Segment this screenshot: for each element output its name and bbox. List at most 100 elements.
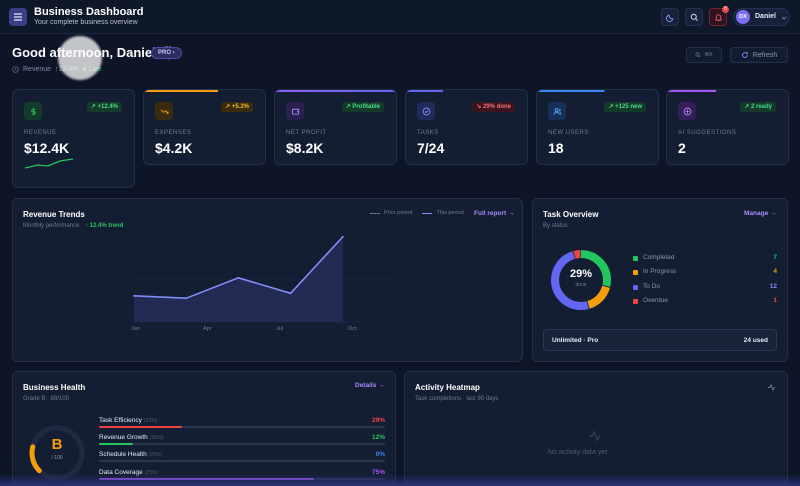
kpi-card-new-users[interactable]: ↗ +125 new NEW USERS 18 <box>536 89 659 165</box>
kpi-value: $4.2K <box>155 140 193 156</box>
details-link[interactable]: Details → <box>355 382 385 389</box>
legend-swatch-prior <box>370 212 380 214</box>
task-overview-title: Task Overview <box>543 210 599 219</box>
revenue-trend-value: ↑ 12.4% trend <box>85 223 124 229</box>
chart-grid <box>134 235 395 323</box>
status-count: 7 <box>773 254 777 261</box>
kpi-value: 18 <box>548 140 564 156</box>
metric-value: 29% <box>371 417 385 424</box>
donut-segment <box>551 250 611 310</box>
kpi-icon-box <box>286 102 304 120</box>
revenue-trends-title: Revenue Trends <box>23 210 85 219</box>
top-bar: Business Dashboard Your complete busines… <box>0 0 800 34</box>
metric-track <box>99 460 385 462</box>
search-icon <box>695 52 701 58</box>
app-title: Business Dashboard <box>34 6 144 18</box>
legend-prior: Prior period <box>384 210 413 216</box>
health-metric-name: Data Coverage (25%) <box>99 469 158 476</box>
metric-name: Schedule Health <box>99 451 147 458</box>
metric-value: 0% <box>375 451 385 458</box>
revenue-trends-subtitle-text: Monthly performance <box>23 223 80 229</box>
kpi-value: $12.4K <box>24 140 70 156</box>
status-name: To Do <box>643 283 660 290</box>
search-button[interactable] <box>685 8 703 26</box>
metric-name: Task Efficiency <box>99 417 142 424</box>
user-menu[interactable]: DX Daniel <box>733 8 790 26</box>
kpi-accent-bar <box>537 90 658 92</box>
health-score: / 100 <box>51 455 63 461</box>
revenue-trends-subtitle: Monthly performance ↑ 12.4% trend <box>23 223 123 229</box>
theme-toggle-button[interactable] <box>661 8 679 26</box>
plan-used: 24 used <box>743 337 768 344</box>
status-dot <box>633 256 638 261</box>
kpi-accent-bar <box>275 90 396 92</box>
donut-label: done <box>575 282 587 288</box>
status-name: Overdue <box>643 297 668 304</box>
search-icon <box>690 13 698 21</box>
chart-legend: Prior period This period <box>370 210 464 216</box>
command-search-button[interactable]: ⌘K <box>686 47 722 63</box>
refresh-button[interactable]: Refresh <box>730 47 788 63</box>
wallet-icon <box>291 108 299 115</box>
heatmap-empty-message: No activity data yet <box>548 449 608 456</box>
kpi-label: NET PROFIT <box>286 130 327 136</box>
kpi-value: 7/24 <box>417 140 445 156</box>
kpi-icon-box <box>24 102 42 120</box>
metric-name: Revenue Growth <box>99 434 148 441</box>
status-dot <box>633 285 638 290</box>
chart-point <box>133 294 135 297</box>
refresh-label: Refresh <box>752 51 778 59</box>
x-tick-label: Jan <box>131 326 140 332</box>
status-count: 4 <box>773 268 777 275</box>
donut-segment <box>551 250 611 310</box>
refresh-icon <box>741 52 748 58</box>
full-report-link[interactable]: Full report → <box>474 210 515 217</box>
check-circle-icon <box>422 107 430 115</box>
activity-pulse-icon <box>767 383 776 392</box>
kpi-accent-bar <box>144 90 265 92</box>
pro-badge-label: PRO <box>158 50 172 56</box>
plan-name: Unlimited · Pro <box>552 337 599 344</box>
chart-point <box>237 276 240 279</box>
kpi-accent-bar <box>406 90 527 92</box>
legend-swatch-this <box>422 212 433 214</box>
search-shortcut: ⌘K <box>704 52 713 58</box>
health-grade: B <box>51 436 63 453</box>
metric-track <box>99 426 385 428</box>
kpi-change: ↗ 2 ready <box>740 102 776 112</box>
revenue-trends-panel <box>12 198 523 362</box>
kpi-icon-box <box>548 102 566 120</box>
revenue-sparkline <box>24 158 74 169</box>
metric-fill <box>99 426 182 428</box>
app-subtitle: Your complete business overview <box>34 19 138 26</box>
kpi-card-ai-suggestions[interactable]: ↗ 2 ready AI SUGGESTIONS 2 <box>666 89 789 165</box>
kpi-change: ↗ Profitable <box>341 102 384 112</box>
activity-empty-icon <box>589 429 601 443</box>
kpi-card-expenses[interactable]: ↗ +5.2% EXPENSES $4.2K <box>143 89 266 165</box>
task-overview-subtitle: By status <box>543 223 568 229</box>
status-count: 1 <box>773 297 777 304</box>
kpi-card-tasks[interactable]: ↘ 29% done TASKS 7/24 <box>405 89 528 165</box>
kpi-icon-box <box>155 102 173 120</box>
health-metric-name: Task Efficiency (30%) <box>99 417 157 424</box>
user-name: Daniel <box>755 13 777 20</box>
donut-segments <box>551 250 611 310</box>
metric-weight: (20%) <box>148 452 163 458</box>
kpi-card-net-profit[interactable]: ↗ Profitable NET PROFIT $8.2K <box>274 89 397 165</box>
kpi-card-revenue[interactable]: ↗ +12.4% REVENUE $12.4K <box>12 89 135 188</box>
metric-value: 75% <box>371 469 385 476</box>
moon-icon <box>665 14 673 22</box>
revenue-line-chart <box>133 235 395 323</box>
health-metric-name: Revenue Growth (25%) <box>99 434 163 441</box>
plan-usage-bar[interactable]: Unlimited · Pro 24 used <box>543 329 777 351</box>
manage-link[interactable]: Manage → <box>744 210 777 217</box>
menu-button[interactable] <box>9 8 27 26</box>
x-tick-label: Apr <box>203 326 212 332</box>
kpi-change: ↗ +5.2% <box>221 102 253 112</box>
status-dot <box>633 270 638 275</box>
metric-weight: (25%) <box>144 470 159 476</box>
kpi-label: TASKS <box>417 130 439 136</box>
bell-icon <box>714 13 722 21</box>
kpi-change: ↗ +12.4% <box>86 102 122 112</box>
notifications-button[interactable]: 8 <box>709 6 729 26</box>
